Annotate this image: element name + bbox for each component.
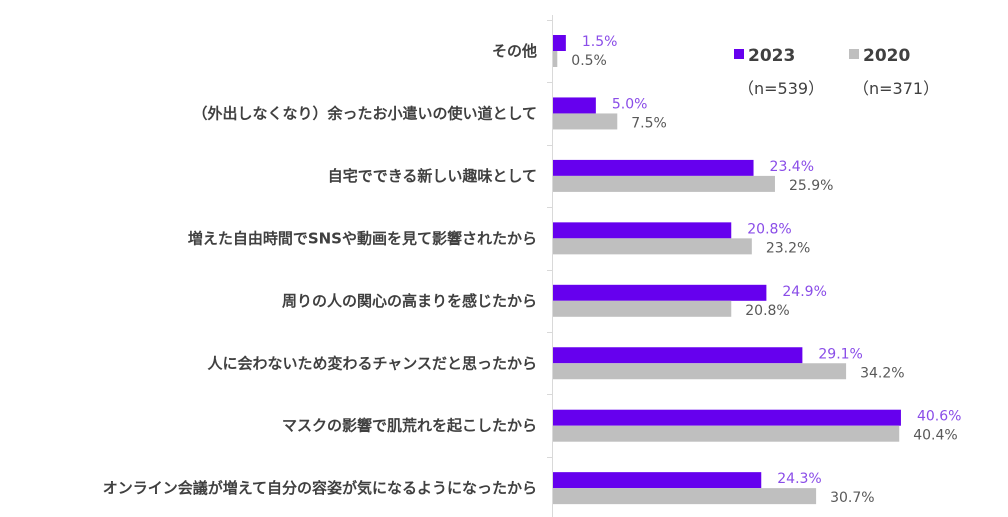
category-label: その他 [492,42,537,60]
bar-2023 [553,97,596,114]
data-label-2020: 25.9% [789,178,833,194]
data-label-2023: 5.0% [612,96,648,112]
category-label: オンライン会議が増えて自分の容姿が気になるようになったから [103,479,537,497]
legend-label-2023: 2023 [748,46,795,66]
data-label-2023: 23.4% [770,159,814,175]
bar-2020 [553,175,775,192]
category-label: 自宅でできる新しい趣味として [328,167,537,185]
data-label-2023: 29.1% [818,346,862,362]
data-label-2020: 0.5% [571,53,607,69]
data-label-2023: 24.9% [782,284,826,300]
bar-2020 [553,113,618,130]
category-label: 周りの人の関心の高まりを感じたから [282,292,537,310]
bar-2023 [553,35,566,51]
category-label: マスクの影響で肌荒れを起こしたから [282,417,537,435]
legend-note-2020: （n=371） [853,79,939,98]
bar-2023 [553,409,901,426]
legend-swatch-2023 [734,49,744,59]
data-label-2020: 40.4% [913,428,957,444]
data-label-2023: 1.5% [582,34,618,50]
bar-2020 [553,425,900,442]
category-label: 増えた自由時間でSNSや動画を見て影響されたから [188,229,537,247]
bar-2020 [553,300,732,317]
category-label: 人に会わないため変わるチャンスだと思ったから [207,354,537,372]
legend-note-2023: （n=539） [738,79,824,98]
bar-2023 [553,222,732,239]
bar-2023 [553,347,803,364]
bar-2020 [553,488,817,505]
category-label: （外出しなくなり）余ったお小遣いの使い道として [192,104,537,122]
legend: 2023 （n=539） 2020 （n=371） [734,46,939,98]
data-label-2020: 7.5% [631,115,667,131]
bar-2020 [553,363,847,380]
data-label-2023: 24.3% [777,471,821,487]
bar-2023 [553,159,754,176]
legend-label-2020: 2020 [863,46,910,66]
data-label-2020: 23.2% [766,240,810,256]
data-label-2023: 40.6% [917,409,961,425]
data-label-2020: 34.2% [860,365,904,381]
bar-2023 [553,284,767,301]
bar-2023 [553,472,762,489]
data-label-2020: 20.8% [745,303,789,319]
bar-2020 [553,238,752,255]
bar-2020 [553,51,558,67]
data-label-2020: 30.7% [830,490,874,506]
legend-swatch-2020 [849,49,859,59]
data-label-2023: 20.8% [747,221,791,237]
